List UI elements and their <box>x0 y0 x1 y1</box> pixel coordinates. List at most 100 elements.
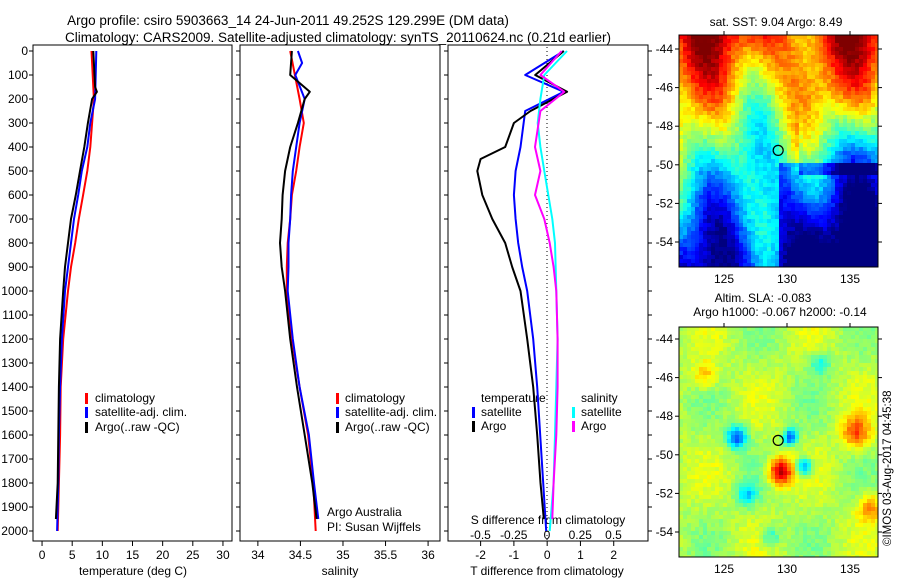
map-cell <box>795 195 799 199</box>
map-cell <box>751 107 755 111</box>
map-cell <box>763 367 767 371</box>
map-cell <box>727 243 731 247</box>
map-cell <box>735 435 739 439</box>
map-cell <box>695 103 699 107</box>
map-cell <box>687 163 691 167</box>
map-cell <box>787 231 791 235</box>
map-cell <box>791 247 795 251</box>
map-cell <box>799 75 803 79</box>
map-cell <box>855 79 859 83</box>
map-cell <box>727 447 731 451</box>
map-cell <box>723 331 727 335</box>
map-cell <box>731 471 735 475</box>
map-cell <box>775 411 779 415</box>
map-cell <box>771 499 775 503</box>
map-cell <box>707 535 711 539</box>
map-cell <box>735 487 739 491</box>
map-cell <box>683 491 687 495</box>
map-cell <box>695 439 699 443</box>
map-cell <box>723 263 727 267</box>
map-cell <box>855 243 859 247</box>
map-cell <box>831 95 835 99</box>
map-cell <box>783 371 787 375</box>
map-cell <box>755 47 759 51</box>
map-cell <box>759 395 763 399</box>
map-cell <box>795 35 799 39</box>
map-cell <box>699 119 703 123</box>
map-cell <box>803 543 807 547</box>
map-cell <box>823 155 827 159</box>
map-cell <box>679 423 683 427</box>
map-cell <box>863 167 867 171</box>
map-cell <box>839 179 843 183</box>
map-cell <box>735 243 739 247</box>
map-cell <box>763 95 767 99</box>
map-cell <box>763 491 767 495</box>
map-cell <box>695 475 699 479</box>
map-cell <box>783 367 787 371</box>
map-cell <box>755 483 759 487</box>
map-cell <box>771 379 775 383</box>
map-cell <box>691 379 695 383</box>
map-cell <box>839 159 843 163</box>
map-cell <box>815 187 819 191</box>
map-cell <box>835 83 839 87</box>
map-cell <box>691 551 695 555</box>
map-cell <box>759 343 763 347</box>
map-cell <box>715 135 719 139</box>
map-cell <box>855 43 859 47</box>
map-cell <box>707 75 711 79</box>
map-cell <box>835 67 839 71</box>
map-cell <box>735 359 739 363</box>
map-cell <box>687 67 691 71</box>
y-tick-label: 600 <box>8 188 28 202</box>
map-cell <box>867 199 871 203</box>
map-cell <box>691 343 695 347</box>
map-cell <box>819 191 823 195</box>
map-cell <box>771 331 775 335</box>
map-cell <box>843 155 847 159</box>
map-cell <box>823 115 827 119</box>
map-cell <box>847 223 851 227</box>
map-cell <box>691 399 695 403</box>
map-cell <box>819 155 823 159</box>
map-cell <box>799 335 803 339</box>
map-cell <box>855 127 859 131</box>
map-cell <box>779 259 783 263</box>
map-cell <box>807 195 811 199</box>
map-cell <box>855 95 859 99</box>
map-cell <box>827 231 831 235</box>
map-cell <box>743 219 747 223</box>
map-cell <box>679 343 683 347</box>
map-cell <box>835 151 839 155</box>
map-cell <box>735 239 739 243</box>
map-cell <box>747 95 751 99</box>
map-cell <box>815 63 819 67</box>
map-cell <box>775 91 779 95</box>
map-cell <box>799 383 803 387</box>
map-cell <box>783 203 787 207</box>
map-cell <box>863 75 867 79</box>
map-cell <box>811 99 815 103</box>
map-cell <box>683 151 687 155</box>
map-cell <box>795 523 799 527</box>
map-cell <box>691 35 695 39</box>
map-cell <box>687 359 691 363</box>
map-cell <box>811 63 815 67</box>
map-cell <box>775 547 779 551</box>
map-cell <box>859 111 863 115</box>
map-cell <box>783 55 787 59</box>
map-cell <box>703 399 707 403</box>
map-cell <box>711 87 715 91</box>
map-cell <box>679 427 683 431</box>
map-cell <box>763 215 767 219</box>
map-cell <box>787 371 791 375</box>
map-cell <box>811 67 815 71</box>
map-cell <box>795 167 799 171</box>
map-cell <box>703 539 707 543</box>
map-cell <box>835 255 839 259</box>
map-cell <box>723 527 727 531</box>
map-cell <box>759 439 763 443</box>
map-cell <box>691 63 695 67</box>
map-cell <box>779 107 783 111</box>
